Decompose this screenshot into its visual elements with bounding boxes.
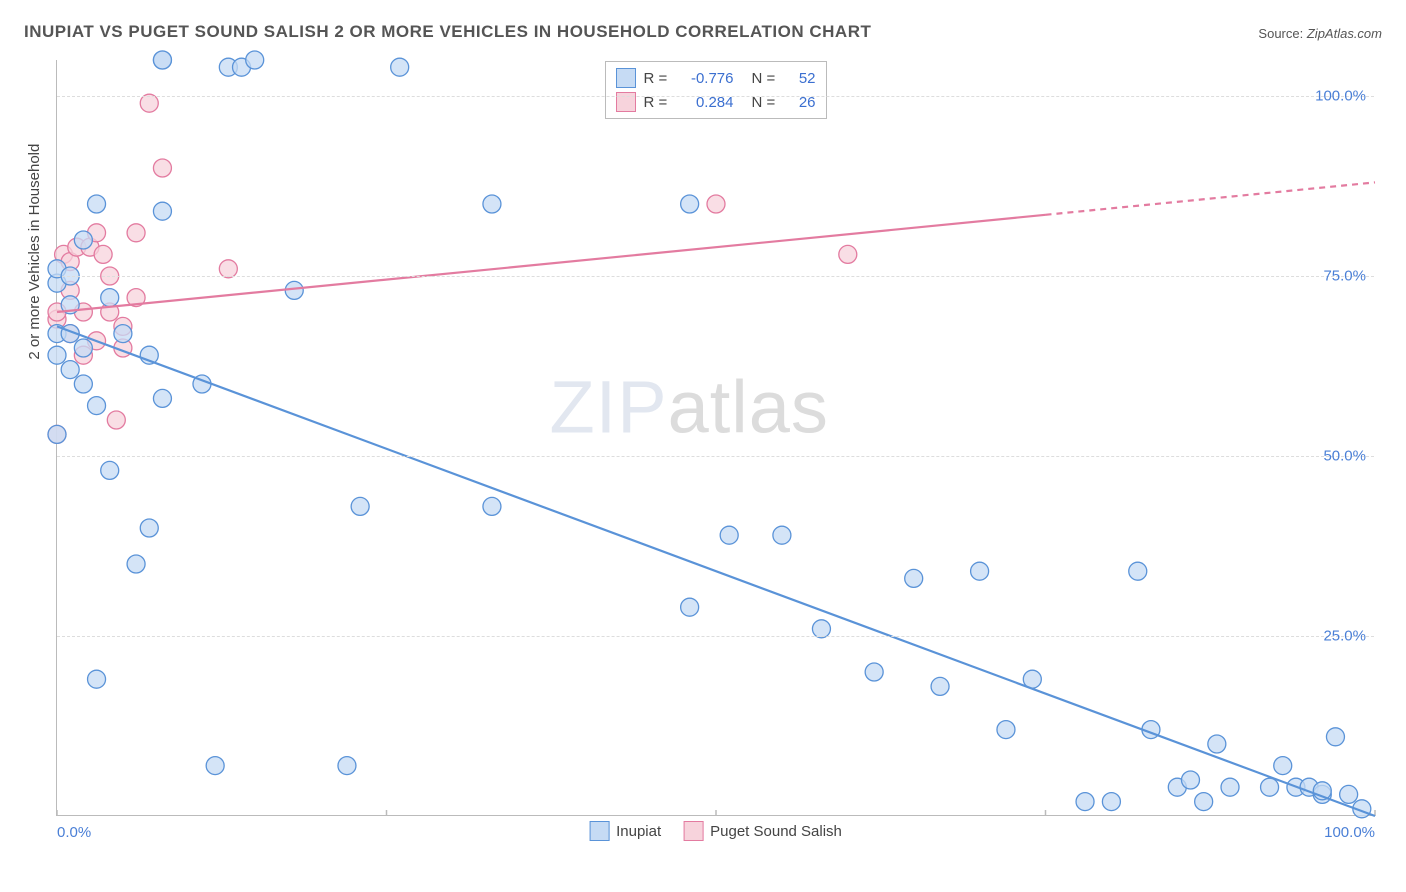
regression-line-dashed bbox=[1046, 182, 1376, 214]
scatter-point bbox=[997, 721, 1015, 739]
chart-svg bbox=[57, 60, 1374, 815]
legend-r-label: R = bbox=[644, 70, 670, 87]
legend-series-label: Inupiat bbox=[616, 823, 661, 840]
scatter-point bbox=[88, 397, 106, 415]
scatter-point bbox=[153, 202, 171, 220]
scatter-point bbox=[206, 757, 224, 775]
legend-swatch bbox=[616, 68, 636, 88]
scatter-point bbox=[48, 346, 66, 364]
scatter-point bbox=[839, 245, 857, 263]
legend-series: Inupiat Puget Sound Salish bbox=[589, 821, 842, 841]
y-axis-label: 2 or more Vehicles in Household bbox=[26, 144, 43, 360]
scatter-point bbox=[1129, 562, 1147, 580]
legend-swatch bbox=[683, 821, 703, 841]
scatter-point bbox=[61, 361, 79, 379]
scatter-point bbox=[1261, 778, 1279, 796]
scatter-point bbox=[127, 555, 145, 573]
scatter-point bbox=[905, 569, 923, 587]
scatter-point bbox=[1208, 735, 1226, 753]
y-tick-label: 25.0% bbox=[1323, 628, 1366, 645]
scatter-point bbox=[681, 598, 699, 616]
scatter-point bbox=[101, 461, 119, 479]
legend-stats-row: R =0.284N =26 bbox=[616, 90, 816, 114]
scatter-point bbox=[865, 663, 883, 681]
chart-title: INUPIAT VS PUGET SOUND SALISH 2 OR MORE … bbox=[24, 22, 871, 42]
scatter-point bbox=[707, 195, 725, 213]
scatter-point bbox=[140, 519, 158, 537]
source-label: Source: bbox=[1258, 26, 1303, 41]
regression-line bbox=[57, 326, 1375, 816]
legend-n-value: 52 bbox=[786, 70, 816, 87]
scatter-point bbox=[153, 159, 171, 177]
source-value: ZipAtlas.com bbox=[1307, 26, 1382, 41]
scatter-point bbox=[681, 195, 699, 213]
scatter-point bbox=[1326, 728, 1344, 746]
gridline-h bbox=[57, 276, 1374, 277]
x-tick-label: 100.0% bbox=[1324, 824, 1375, 841]
gridline-h bbox=[57, 456, 1374, 457]
scatter-point bbox=[931, 677, 949, 695]
scatter-point bbox=[338, 757, 356, 775]
scatter-point bbox=[351, 497, 369, 515]
scatter-point bbox=[971, 562, 989, 580]
legend-stats: R = -0.776 N = 52 R =0.284N =26 bbox=[605, 61, 827, 119]
scatter-point bbox=[127, 224, 145, 242]
scatter-point bbox=[88, 195, 106, 213]
scatter-point bbox=[1221, 778, 1239, 796]
scatter-point bbox=[1102, 793, 1120, 811]
gridline-h bbox=[57, 636, 1374, 637]
legend-swatch bbox=[616, 92, 636, 112]
scatter-point bbox=[153, 51, 171, 69]
scatter-point bbox=[1195, 793, 1213, 811]
chart-container: INUPIAT VS PUGET SOUND SALISH 2 OR MORE … bbox=[0, 0, 1406, 892]
legend-series-item: Puget Sound Salish bbox=[683, 821, 842, 841]
gridline-h bbox=[57, 96, 1374, 97]
scatter-point bbox=[74, 339, 92, 357]
scatter-point bbox=[94, 245, 112, 263]
y-tick-label: 50.0% bbox=[1323, 448, 1366, 465]
plot-area: ZIPatlas R =-0.776N =52R =0.284N =26 Inu… bbox=[56, 60, 1374, 816]
legend-series-label: Puget Sound Salish bbox=[710, 823, 842, 840]
scatter-point bbox=[107, 411, 125, 429]
scatter-point bbox=[74, 231, 92, 249]
y-tick-label: 100.0% bbox=[1315, 88, 1366, 105]
scatter-point bbox=[773, 526, 791, 544]
scatter-point bbox=[101, 289, 119, 307]
scatter-point bbox=[74, 375, 92, 393]
scatter-point bbox=[88, 670, 106, 688]
scatter-point bbox=[48, 425, 66, 443]
regression-line bbox=[57, 215, 1046, 312]
scatter-point bbox=[1181, 771, 1199, 789]
legend-swatch bbox=[589, 821, 609, 841]
x-tick-label: 0.0% bbox=[57, 824, 91, 841]
scatter-point bbox=[246, 51, 264, 69]
scatter-point bbox=[1340, 785, 1358, 803]
legend-series-item: Inupiat bbox=[589, 821, 661, 841]
scatter-point bbox=[285, 281, 303, 299]
scatter-point bbox=[114, 325, 132, 343]
scatter-point bbox=[391, 58, 409, 76]
scatter-point bbox=[483, 497, 501, 515]
y-tick-label: 75.0% bbox=[1323, 268, 1366, 285]
legend-stats-row: R = -0.776 N = 52 bbox=[616, 66, 816, 90]
scatter-point bbox=[1274, 757, 1292, 775]
legend-n-label: N = bbox=[752, 70, 778, 87]
scatter-point bbox=[720, 526, 738, 544]
source-credit: Source: ZipAtlas.com bbox=[1258, 26, 1382, 41]
scatter-point bbox=[483, 195, 501, 213]
scatter-point bbox=[1076, 793, 1094, 811]
legend-r-value: -0.776 bbox=[678, 70, 734, 87]
scatter-point bbox=[153, 389, 171, 407]
